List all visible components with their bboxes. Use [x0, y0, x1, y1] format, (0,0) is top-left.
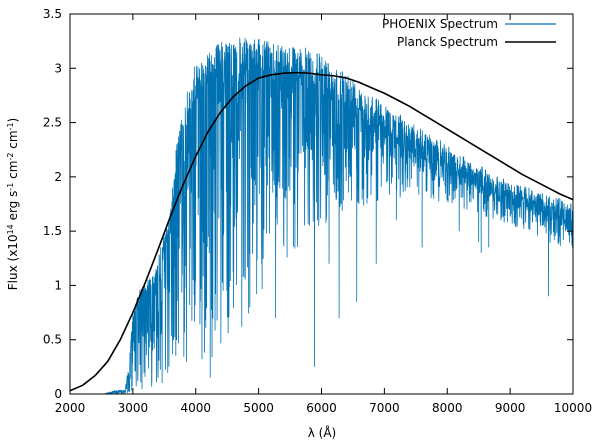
- y-tick-label-5: 2.5: [43, 116, 62, 130]
- x-tick-label-7000: 7000: [369, 401, 400, 415]
- x-tick-label-10000: 10000: [554, 401, 592, 415]
- y-tick-label-7: 3.5: [43, 7, 62, 21]
- x-tick-label-2000: 2000: [55, 401, 86, 415]
- y-tick-label-3: 1.5: [43, 224, 62, 238]
- y-tick-label-2: 1: [54, 278, 62, 292]
- y-tick-label-6: 3: [54, 61, 62, 75]
- series-line-planck: [70, 71, 573, 392]
- y-axis-label-suffix: ): [6, 118, 20, 123]
- y-axis-label-exp2: -1: [6, 183, 15, 191]
- y-axis-label-prefix: Flux (x10: [6, 234, 20, 290]
- y-axis-label-mid3: cm: [6, 130, 20, 152]
- y-tick-label-4: 2: [54, 170, 62, 184]
- y-tick-label-0: 0: [54, 387, 62, 401]
- y-axis-label-exp4: -1: [6, 122, 15, 130]
- series-line-phoenix: [104, 37, 573, 394]
- legend-label-planck: Planck Spectrum: [397, 35, 498, 49]
- x-tick-label-4000: 4000: [180, 401, 211, 415]
- y-tick-label-1: 0.5: [43, 333, 62, 347]
- legend-label-phoenix: PHOENIX Spectrum: [382, 17, 498, 31]
- x-tick-label-6000: 6000: [306, 401, 337, 415]
- y-axis-label-mid2: cm: [6, 161, 20, 183]
- y-axis-label: Flux (x1014 erg s-1 cm-2 cm-1): [6, 118, 21, 290]
- x-tick-label-8000: 8000: [432, 401, 463, 415]
- y-axis-label-exp3: -2: [6, 153, 15, 161]
- y-axis-label-mid1: erg s: [6, 191, 20, 225]
- x-tick-label-5000: 5000: [243, 401, 274, 415]
- x-tick-label-9000: 9000: [495, 401, 526, 415]
- x-axis-label: λ (Å): [308, 425, 337, 440]
- legend: PHOENIX Spectrum Planck Spectrum: [382, 17, 556, 49]
- y-axis-label-exp1: 14: [6, 224, 15, 234]
- data-layer: [70, 37, 573, 394]
- x-tick-label-3000: 3000: [118, 401, 149, 415]
- axes-layer: 2000 3000 4000 5000 6000 7000 8000 9000 10000 0 0.…: [43, 7, 592, 415]
